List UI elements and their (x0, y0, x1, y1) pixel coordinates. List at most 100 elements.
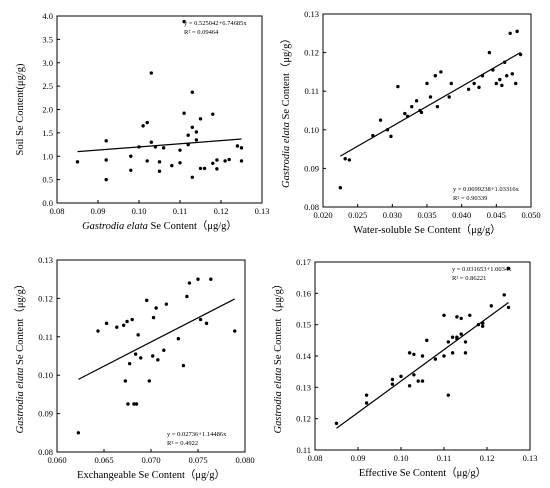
data-point (407, 384, 412, 388)
data-point (500, 83, 504, 88)
data-point (450, 335, 455, 339)
data-point (491, 68, 495, 72)
panel-effective-se: 0.08 0.09 0.10 0.11 0.12 0.13 0.11 0.12 0.13 0.14… (272, 257, 537, 479)
data-point (129, 154, 133, 158)
plot-frame (56, 259, 246, 453)
data-point (198, 166, 203, 171)
data-point (185, 294, 189, 299)
data-point (178, 161, 182, 165)
data-point (182, 111, 186, 115)
data-point (459, 332, 463, 336)
data-point (435, 104, 440, 109)
y-tick-label: 0.11 (38, 332, 53, 342)
y-axis-label: Soil Se Content(μg/g) (15, 63, 26, 155)
data-point (121, 323, 126, 327)
data-point (75, 160, 80, 164)
data-point (104, 321, 109, 326)
data-point (137, 145, 141, 149)
y-tick-label: 0.10 (304, 125, 319, 135)
y-tick-label: 0.11 (296, 445, 311, 455)
y-tick-label: 0.12 (296, 414, 311, 424)
data-point (209, 277, 213, 281)
data-point (170, 163, 174, 168)
data-point (487, 50, 492, 55)
data-point (514, 81, 518, 86)
data-point (399, 374, 403, 379)
data-point (239, 146, 244, 150)
y-tick-label: 0.11 (304, 86, 319, 96)
y-tick-label: 0.09 (304, 163, 319, 173)
x-tick-label: 0.070 (141, 455, 160, 465)
x-axis-label: Gastrodia elata Se Content（μg/g） (82, 220, 237, 232)
data-point (96, 329, 100, 333)
data-point (162, 348, 166, 352)
data-point (190, 175, 194, 179)
x-tick-label: 0.13 (523, 453, 538, 463)
y-tick-label: 0.5 (42, 175, 53, 185)
data-point (147, 379, 151, 383)
data-point (145, 159, 149, 163)
y-tick-label: 3.0 (42, 58, 53, 68)
data-point (190, 90, 194, 94)
x-axis-label: Water-soluble Se Content（μg/g） (353, 224, 500, 236)
x-axis-label: Exchangeable Se Content（μg/g） (77, 469, 225, 481)
data-point (472, 81, 476, 86)
data-point (126, 402, 130, 406)
data-point (425, 338, 429, 343)
data-point (125, 319, 129, 324)
data-point (115, 325, 119, 329)
x-tick-label: 0.020 (313, 210, 332, 220)
x-tick-label: 0.050 (521, 210, 540, 220)
data-point (104, 158, 108, 162)
data-point (428, 95, 433, 99)
data-point (153, 145, 158, 149)
data-point (416, 379, 420, 383)
data-point (494, 81, 499, 86)
data-point (145, 120, 149, 125)
y-axis-label: Gastrodia elata Se Content（μg/g） (14, 279, 26, 434)
data-point (104, 139, 108, 143)
regression-equation: y = 0.525042+6.74685x (184, 20, 247, 27)
data-point (455, 337, 459, 341)
data-point (202, 166, 207, 171)
data-point (508, 31, 512, 35)
data-point (123, 379, 128, 383)
data-point (412, 373, 416, 377)
data-point (506, 305, 511, 310)
data-point (481, 321, 485, 325)
data-point (364, 401, 369, 405)
data-point (141, 124, 145, 128)
x-tick-label: 0.10 (132, 206, 147, 216)
data-point (338, 186, 343, 190)
data-point (198, 317, 203, 322)
y-tick-label: 0.17 (296, 257, 311, 267)
data-point (139, 356, 143, 360)
data-point (182, 19, 186, 24)
data-point (235, 144, 240, 148)
data-point (154, 306, 158, 310)
x-tick-label: 0.080 (235, 455, 254, 465)
y-tick-label: 4.0 (42, 11, 53, 21)
y-tick-label: 0.0 (42, 198, 53, 208)
r-squared: R² = 0.4922 (167, 440, 198, 447)
y-axis-label: Gastrodia elata Se Content（μg/g） (272, 279, 284, 434)
regression-line (78, 298, 236, 380)
data-point (414, 99, 419, 103)
data-point (204, 321, 209, 326)
y-tick-label: 2.5 (42, 81, 53, 91)
x-tick-label: 0.030 (383, 210, 402, 220)
data-point (227, 157, 231, 162)
data-point (446, 340, 450, 344)
data-point (181, 363, 186, 368)
data-point (164, 302, 169, 306)
r-squared: R² = 0.86221 (452, 275, 486, 282)
y-tick-label: 0.08 (304, 202, 319, 212)
r-squared: R² = 0.90339 (453, 195, 487, 202)
data-point (215, 167, 219, 171)
y-tick-label: 0.13 (304, 9, 319, 19)
regression-equation: y = 0.02736+1.14486x (167, 431, 227, 438)
data-point (190, 125, 194, 129)
plot-frame (322, 13, 532, 208)
data-point (378, 118, 383, 122)
